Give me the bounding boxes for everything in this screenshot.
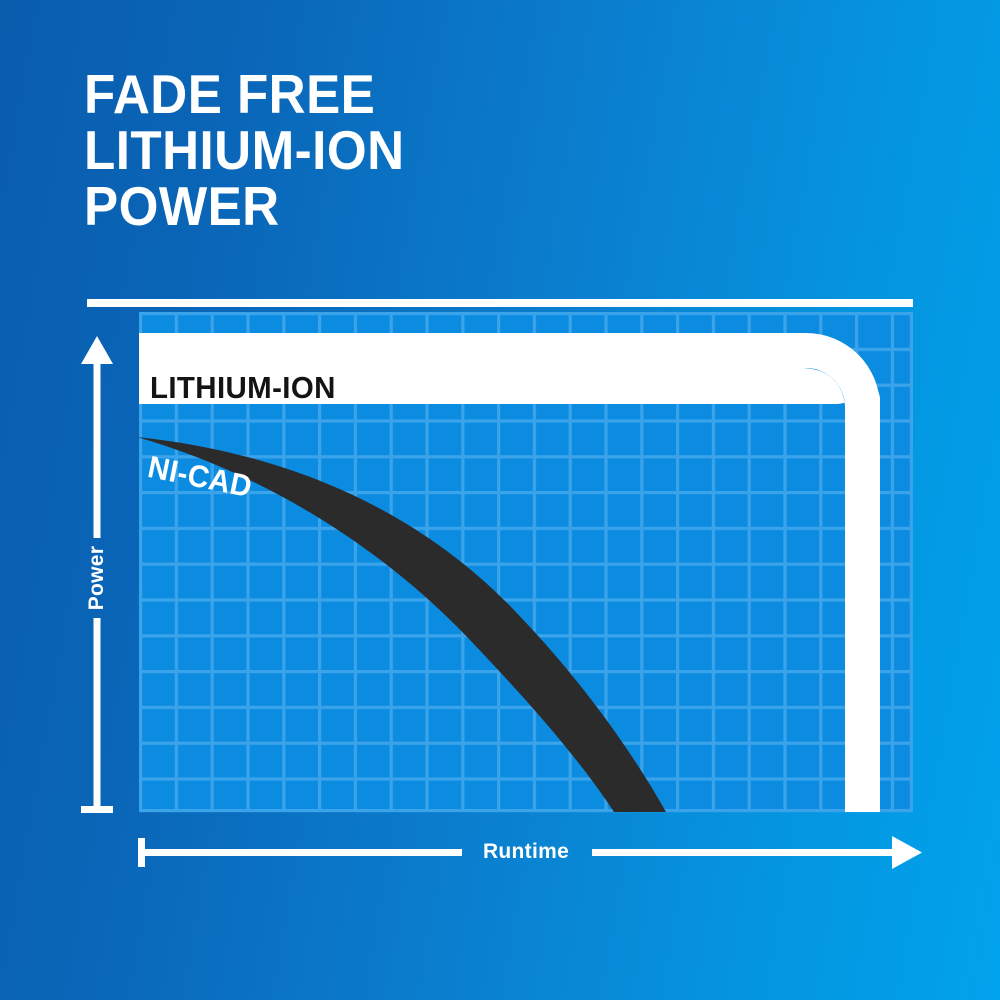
y-axis — [81, 336, 113, 813]
headline-line-2: LITHIUM-ION — [84, 119, 405, 181]
arrow-right-icon — [892, 836, 922, 869]
headline: FADE FREE LITHIUM-ION POWER — [84, 66, 684, 234]
nicad-curve — [139, 437, 666, 812]
y-axis-title: Power — [85, 545, 108, 611]
x-axis — [138, 836, 922, 869]
headline-line-1: FADE FREE — [84, 63, 376, 125]
arrow-up-icon — [81, 336, 113, 364]
x-axis-title: Runtime — [482, 840, 570, 863]
headline-line-3: POWER — [84, 175, 280, 237]
chart-top-rule — [87, 299, 913, 307]
